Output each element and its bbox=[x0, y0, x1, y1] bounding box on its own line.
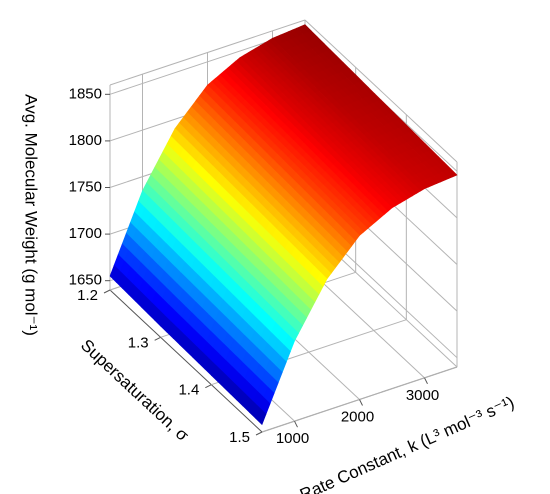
axis-line bbox=[109, 289, 263, 433]
tick-mark bbox=[424, 377, 428, 385]
z-axis-title: Avg. Molecular Weight (g mol⁻¹) bbox=[22, 94, 41, 336]
box-edge bbox=[304, 19, 458, 163]
x-tick-label: 1.2 bbox=[77, 287, 98, 304]
tick-mark bbox=[359, 399, 363, 406]
surface-patch bbox=[255, 407, 267, 426]
tick-mark bbox=[255, 431, 263, 436]
x-tick-label: 1.3 bbox=[128, 334, 149, 351]
y-tick-label: 1000 bbox=[276, 430, 309, 447]
z-tick-label: 1650 bbox=[69, 272, 102, 289]
tick-mark bbox=[294, 420, 298, 428]
x-axis-title: Supersaturation, σ bbox=[77, 336, 193, 446]
z-tick-label: 1700 bbox=[69, 225, 102, 242]
y-tick-label: 2000 bbox=[341, 408, 374, 425]
z-tick-label: 1850 bbox=[69, 85, 102, 102]
tick-mark bbox=[154, 336, 161, 341]
z-tick-label: 1800 bbox=[69, 132, 102, 149]
y-tick-label: 3000 bbox=[406, 387, 439, 404]
y-axis-title: Rate Constant, k (L³ mol⁻³ s⁻¹) bbox=[297, 393, 517, 494]
tick-mark bbox=[103, 289, 111, 294]
surface-layer bbox=[109, 24, 458, 426]
x-tick-label: 1.4 bbox=[178, 382, 199, 399]
tick-mark bbox=[205, 384, 212, 389]
z-tick-label: 1750 bbox=[69, 178, 102, 195]
x-tick-label: 1.5 bbox=[229, 429, 250, 446]
